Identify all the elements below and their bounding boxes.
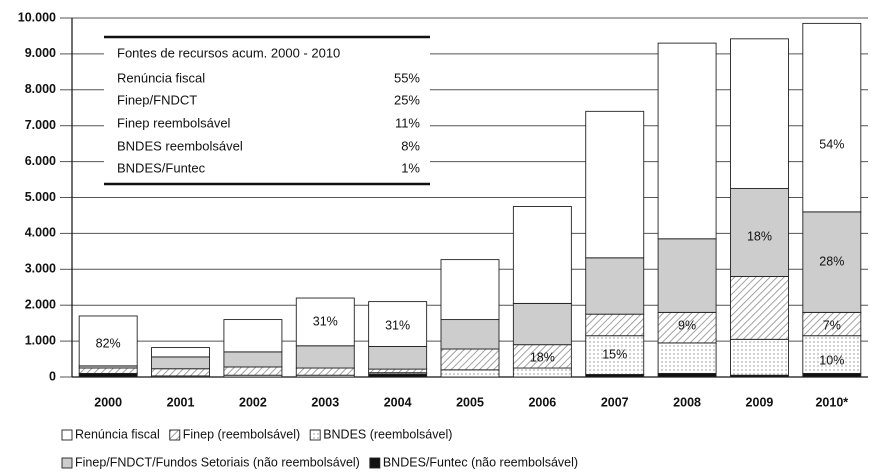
- legend-label: Renúncia fiscal: [75, 427, 160, 441]
- legend-swatch: [61, 429, 73, 441]
- bar-segment: [585, 257, 645, 315]
- bar-segment: [585, 335, 645, 375]
- inset-box: [104, 36, 430, 185]
- x-tick-label: 2010*: [815, 395, 848, 409]
- x-tick-label: 2004: [384, 395, 412, 409]
- x-tick-label: 2008: [673, 395, 701, 409]
- annotation: 28%: [819, 254, 844, 268]
- inset-label: Finep/FNDCT: [117, 92, 197, 107]
- y-tick-label: 6.000: [25, 154, 56, 168]
- legend-swatch: [169, 429, 181, 441]
- x-tick-label: 2007: [601, 395, 629, 409]
- y-tick-label: 8.000: [25, 82, 56, 96]
- bar-segment: [730, 38, 789, 189]
- bar-segment: [585, 313, 645, 337]
- bar-segment: [368, 346, 428, 370]
- y-tick-label: 5.000: [25, 190, 56, 204]
- inset-label: BNDES reembolsável: [117, 138, 243, 153]
- bar-segment: [802, 211, 862, 313]
- x-tick-label: 2002: [239, 395, 267, 409]
- inset-label: Renúncia fiscal: [117, 70, 205, 85]
- bar-segment: [512, 206, 572, 304]
- inset-value: 1%: [401, 160, 420, 175]
- bar-segment: [512, 302, 572, 346]
- bar-segment: [151, 368, 210, 377]
- bar-segment: [440, 259, 500, 321]
- bar-segment: [368, 368, 428, 374]
- bar-segment: [802, 372, 862, 378]
- bar-segment: [223, 351, 283, 368]
- y-tick-label: 10.000: [18, 10, 56, 24]
- y-tick-label: 2.000: [25, 297, 56, 311]
- bar-segment: [368, 301, 428, 347]
- legend-swatch: [309, 429, 321, 441]
- x-tick-label: 2009: [746, 395, 774, 409]
- bar-segment: [585, 110, 645, 259]
- bar-segment: [657, 372, 717, 378]
- bar-segment: [802, 22, 862, 213]
- bar-segment: [440, 319, 500, 350]
- legend-label: BNDES/Funtec (não reembolsável): [383, 455, 578, 469]
- annotation: 31%: [313, 314, 338, 328]
- annotation: 18%: [747, 229, 772, 243]
- inset-label: Finep reembolsável: [117, 115, 231, 130]
- bar-segment: [223, 319, 283, 353]
- y-tick-label: 3.000: [25, 262, 56, 276]
- bar-segment: [295, 345, 355, 369]
- annotation: 18%: [530, 350, 555, 364]
- x-tick-label: 2006: [528, 395, 556, 409]
- bar-segment: [151, 356, 210, 370]
- bar-segment: [440, 348, 500, 371]
- legend-swatch: [369, 457, 381, 469]
- bar-segment: [657, 42, 717, 240]
- y-tick-label: 9.000: [25, 46, 56, 60]
- annotation: 15%: [602, 347, 627, 361]
- inset-value: 55%: [394, 70, 420, 85]
- bar-segment: [657, 238, 717, 313]
- legend-label: Finep/FNDCT/Fundos Setoriais (não reembo…: [75, 455, 360, 469]
- bar-segment: [295, 297, 355, 347]
- bar-segment: [730, 188, 789, 277]
- bar-segment: [151, 347, 210, 358]
- y-tick-label: 4.000: [25, 226, 56, 240]
- bar-segment: [730, 338, 789, 376]
- bar-segment: [78, 367, 138, 374]
- bar-segment: [78, 315, 138, 367]
- bar-segment: [78, 372, 138, 378]
- y-tick-label: 1.000: [25, 333, 56, 347]
- annotation: 82%: [96, 336, 121, 350]
- x-tick-label: 2001: [167, 395, 195, 409]
- bar-segment: [223, 366, 283, 376]
- bar-segment: [295, 367, 355, 376]
- annotation: 31%: [385, 318, 410, 332]
- annotation: 7%: [823, 318, 841, 332]
- inset-title: Fontes de recursos acum. 2000 - 2010: [117, 45, 340, 60]
- annotation: 54%: [819, 137, 844, 151]
- x-tick-label: 2000: [94, 395, 122, 409]
- y-tick-label: 7.000: [25, 118, 56, 132]
- inset-value: 25%: [394, 92, 420, 107]
- bar-segment: [657, 311, 717, 344]
- legend-label: BNDES (reembolsável): [323, 427, 452, 441]
- inset-value: 11%: [395, 115, 420, 130]
- inset-value: 8%: [401, 138, 420, 153]
- bar-segment: [657, 342, 717, 374]
- annotation: 10%: [819, 353, 844, 367]
- annotation: 9%: [678, 318, 696, 332]
- y-tick-label: 0: [49, 369, 56, 383]
- bar-segment: [440, 369, 500, 378]
- legend-swatch: [61, 457, 73, 469]
- bar-segment: [512, 367, 572, 378]
- legend-label: Finep (reembolsável): [183, 427, 300, 441]
- x-tick-label: 2003: [311, 395, 339, 409]
- x-tick-label: 2005: [456, 395, 484, 409]
- bar-segment: [730, 276, 789, 340]
- inset-label: BNDES/Funtec: [117, 160, 206, 175]
